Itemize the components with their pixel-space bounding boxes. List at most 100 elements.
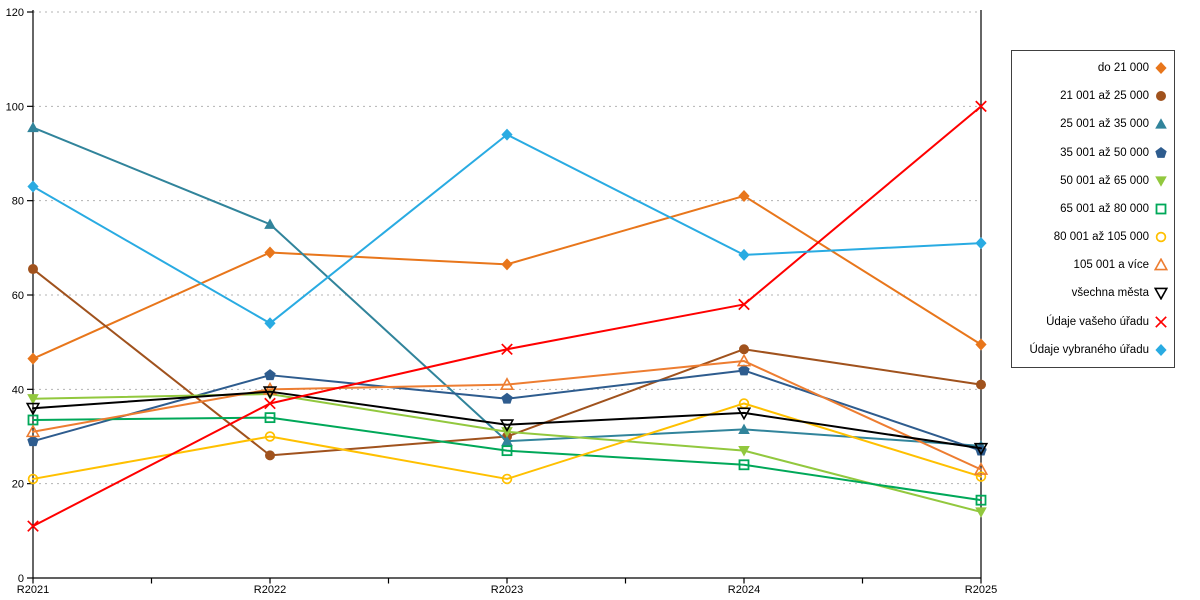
marker-x-icon — [1155, 315, 1167, 328]
marker-triangle-down-icon — [738, 446, 750, 457]
marker-circle-icon — [975, 471, 987, 482]
y-tick-label: 120 — [6, 7, 24, 19]
marker-circle-icon — [264, 431, 276, 442]
legend-item-label: 65 001 až 80 000 — [1060, 202, 1149, 215]
legend-marker-x-icon — [1155, 315, 1167, 328]
marker-x-icon — [501, 343, 513, 356]
legend-marker-circle-icon — [1155, 231, 1167, 243]
marker-circle-icon — [501, 473, 513, 485]
marker-pentagon-icon — [738, 364, 750, 376]
marker-square-icon — [501, 445, 513, 457]
marker-diamond-icon — [975, 237, 987, 250]
series-line — [32, 390, 982, 450]
legend-item: 80 001 až 105 000 — [1012, 224, 1174, 250]
legend-item: 25 001 až 35 000 — [1012, 111, 1174, 137]
marker-triangle-down-icon — [25, 402, 41, 416]
legend-item: 50 001 až 65 000 — [1012, 168, 1174, 194]
marker-triangle-up-icon — [499, 377, 515, 391]
legend: do 21 000 21 001 až 25 000 25 001 až 35 00… — [1011, 50, 1175, 368]
legend-item-label: 105 001 a více — [1073, 259, 1149, 272]
series-9 — [27, 100, 987, 532]
legend-marker-diamond-icon — [1155, 343, 1167, 356]
legend-marker-pentagon-icon — [1155, 146, 1167, 158]
marker-circle-icon — [27, 473, 39, 485]
marker-circle-icon — [1156, 91, 1166, 102]
marker-triangle-down-icon — [973, 442, 989, 456]
y-tick-label: 20 — [12, 479, 24, 491]
marker-diamond-icon — [264, 246, 276, 259]
marker-square-icon — [738, 459, 750, 471]
legend-item-label: 80 001 až 105 000 — [1053, 231, 1149, 244]
legend-item-label: do 21 000 — [1097, 62, 1149, 75]
marker-triangle-up-icon — [501, 435, 513, 446]
marker-pentagon-icon — [1155, 146, 1167, 158]
marker-diamond-icon — [501, 258, 513, 271]
marker-circle-icon — [1155, 231, 1167, 243]
legend-item-label: všechna města — [1071, 287, 1149, 300]
marker-triangle-down-icon — [499, 419, 515, 433]
marker-circle-icon — [739, 344, 749, 355]
legend-item: do 21 000 — [1012, 55, 1174, 81]
marker-triangle-up-icon — [27, 121, 39, 133]
marker-triangle-up-icon — [1155, 118, 1167, 130]
marker-circle-icon — [265, 450, 275, 461]
marker-triangle-down-icon — [975, 507, 987, 518]
x-tick-label: R2022 — [254, 584, 286, 596]
series-line — [32, 105, 982, 528]
marker-pentagon-icon — [27, 435, 39, 447]
marker-diamond-icon — [27, 180, 39, 193]
marker-pentagon-icon — [264, 369, 276, 381]
legend-item-label: Údaje vybraného úřadu — [1029, 343, 1149, 356]
legend-item: 105 001 a více — [1012, 252, 1174, 278]
x-tick-label: R2025 — [965, 584, 997, 596]
y-tick-label: 80 — [12, 196, 24, 208]
legend-marker-triangle-up-icon — [1155, 118, 1167, 130]
legend-item-label: 21 001 až 25 000 — [1060, 90, 1149, 103]
legend-marker-triangle-down-icon — [1154, 288, 1168, 301]
marker-square-icon — [264, 412, 276, 424]
series-5 — [27, 412, 987, 506]
marker-diamond-icon — [975, 338, 987, 351]
marker-triangle-down-icon — [501, 427, 513, 438]
legend-item-label: Údaje vašeho úřadu — [1046, 315, 1149, 328]
y-tick-label: 40 — [12, 384, 24, 396]
marker-triangle-down-icon — [1155, 176, 1167, 187]
legend-item: 35 001 až 50 000 — [1012, 140, 1174, 166]
marker-square-icon — [1155, 203, 1167, 215]
legend-marker-diamond-icon — [1155, 62, 1167, 75]
marker-diamond-icon — [264, 317, 276, 330]
legend-item: 65 001 až 80 000 — [1012, 196, 1174, 222]
legend-item-label: 25 001 až 35 000 — [1060, 118, 1149, 131]
series-7 — [25, 353, 989, 475]
marker-diamond-icon — [1155, 343, 1167, 356]
legend-item: Údaje vybraného úřadu — [1012, 337, 1174, 363]
legend-item: všechna města — [1012, 280, 1174, 306]
legend-marker-square-icon — [1155, 203, 1167, 215]
marker-diamond-icon — [738, 189, 750, 202]
legend-item: 21 001 až 25 000 — [1012, 83, 1174, 109]
marker-triangle-up-icon — [264, 218, 276, 229]
y-tick-label: 100 — [6, 101, 24, 113]
marker-circle-icon — [28, 264, 38, 275]
legend-item: Údaje vašeho úřadu — [1012, 309, 1174, 335]
marker-triangle-up-icon — [1154, 258, 1168, 271]
marker-triangle-down-icon — [27, 394, 39, 405]
series-line — [32, 416, 982, 502]
marker-triangle-up-icon — [738, 423, 750, 435]
legend-marker-circle-icon — [1156, 91, 1166, 102]
marker-diamond-icon — [501, 128, 513, 141]
marker-triangle-down-icon — [736, 407, 752, 421]
marker-triangle-down-icon — [262, 386, 278, 400]
marker-pentagon-icon — [501, 392, 513, 404]
marker-triangle-up-icon — [25, 424, 41, 438]
marker-x-icon — [264, 397, 276, 410]
x-tick-label: R2021 — [17, 584, 49, 596]
marker-diamond-icon — [738, 248, 750, 261]
series-line — [32, 194, 982, 360]
series-line — [32, 402, 982, 480]
marker-x-icon — [738, 298, 750, 311]
legend-item-label: 35 001 až 50 000 — [1060, 146, 1149, 159]
series-2 — [27, 121, 987, 451]
